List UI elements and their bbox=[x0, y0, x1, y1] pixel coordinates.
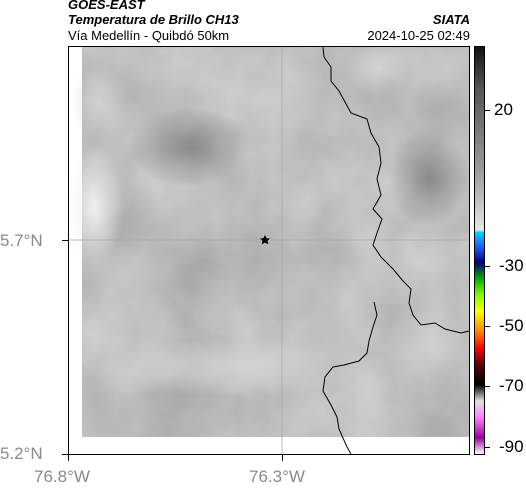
colorbar-tick bbox=[485, 386, 490, 387]
colorbar-tick bbox=[485, 110, 490, 111]
lon-tickmark bbox=[68, 455, 69, 461]
route-subtitle: Vía Medellín - Quibdó 50km bbox=[68, 28, 230, 43]
lat-tick-label: 5.7°N bbox=[0, 231, 43, 250]
colorbar-label: -70 bbox=[499, 376, 524, 395]
lat-tickmark bbox=[62, 454, 68, 455]
satellite-title: GOES-EAST bbox=[68, 0, 145, 12]
organization-label: SIATA bbox=[432, 12, 470, 27]
satellite-map[interactable] bbox=[68, 46, 470, 455]
colorbar-label: -30 bbox=[499, 256, 524, 275]
lat-tickmark bbox=[62, 240, 68, 241]
brightness-temperature-field bbox=[69, 47, 469, 437]
star-icon[interactable] bbox=[260, 235, 270, 245]
product-title: Temperatura de Brillo CH13 bbox=[68, 12, 239, 27]
colorbar bbox=[474, 46, 485, 455]
lon-tick-label: 76.8°W bbox=[34, 467, 90, 486]
colorbar-label: 20 bbox=[494, 100, 513, 119]
colorbar-tick bbox=[485, 266, 490, 267]
lon-tick-label: 76.3°W bbox=[249, 467, 305, 486]
colorbar-tick bbox=[485, 447, 490, 448]
lat-tick-label: 5.2°N bbox=[0, 444, 43, 463]
colorbar-label: -50 bbox=[499, 316, 524, 335]
colorbar-tick bbox=[485, 326, 490, 327]
colorbar-label: -90 bbox=[499, 437, 524, 456]
timestamp-label: 2024-10-25 02:49 bbox=[367, 28, 470, 43]
department-border bbox=[322, 47, 469, 454]
lon-tickmark bbox=[282, 455, 283, 461]
